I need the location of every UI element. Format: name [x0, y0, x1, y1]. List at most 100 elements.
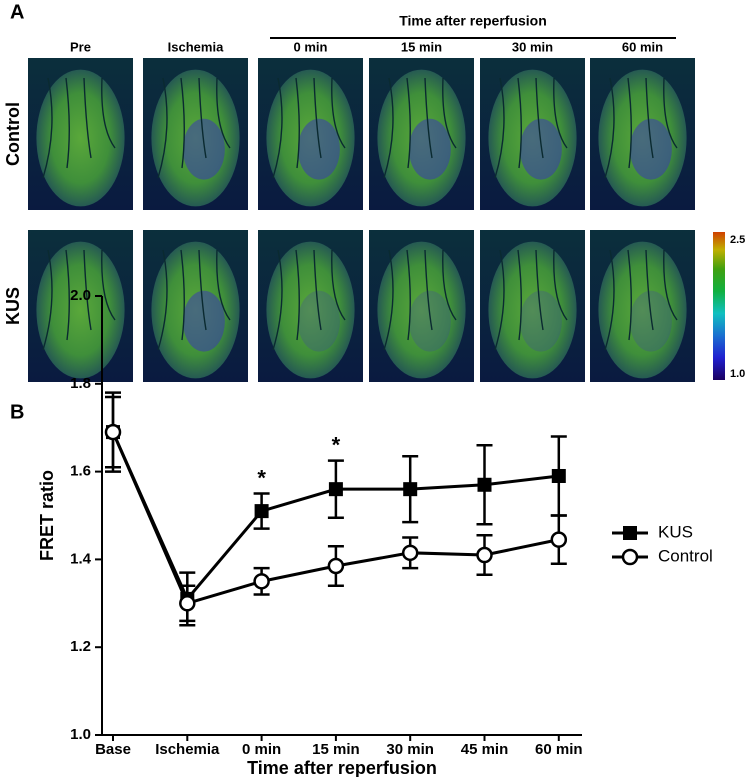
vessel	[313, 77, 322, 159]
vessel	[424, 77, 433, 159]
vessel	[517, 77, 522, 169]
ischemic-area	[629, 290, 672, 352]
vessel	[442, 77, 457, 149]
vessel	[535, 249, 544, 331]
y-tick-label: 1.6	[70, 463, 91, 480]
vessel	[42, 77, 53, 179]
column-label: 60 min	[622, 39, 663, 54]
heart-image	[369, 230, 474, 382]
x-tick-label: 45 min	[461, 741, 509, 758]
vessel	[65, 249, 70, 341]
vessel	[383, 249, 394, 351]
heart-image	[590, 230, 695, 382]
vessel	[198, 77, 207, 159]
vessel	[180, 249, 185, 341]
x-tick-label: 15 min	[312, 741, 360, 758]
ischemic-area	[629, 118, 672, 180]
marker	[550, 531, 568, 548]
y-tick-label: 1.4	[70, 550, 92, 567]
heart-image	[480, 230, 585, 382]
ischemic-area	[519, 290, 562, 352]
ischemic-area	[519, 118, 562, 180]
marker	[476, 546, 493, 564]
vessel	[494, 77, 505, 179]
row-label: Control	[3, 102, 23, 166]
vessel	[627, 249, 632, 341]
ischemic-area	[182, 290, 225, 352]
heart-image	[143, 58, 248, 210]
vessel	[663, 249, 678, 321]
legend-label: KUS	[658, 522, 693, 541]
vessel	[517, 249, 522, 341]
vessel	[406, 249, 411, 341]
marker	[104, 423, 122, 441]
x-tick-label: Ischemia	[155, 741, 220, 758]
colorbar-max: 2.5	[730, 234, 745, 246]
vessel	[272, 77, 283, 179]
vessel	[383, 77, 394, 179]
column-label: 30 min	[512, 39, 553, 54]
heart-image	[143, 230, 248, 382]
vessel	[101, 249, 116, 321]
y-tick-label: 2.0	[70, 287, 91, 304]
vessel	[101, 77, 116, 149]
y-axis-label: FRET ratio	[37, 470, 57, 561]
y-tick-label: 1.8	[70, 375, 91, 392]
x-tick-label: 30 min	[386, 741, 434, 758]
vessel	[313, 249, 322, 331]
column-label: Pre	[70, 39, 91, 54]
marker	[328, 482, 343, 497]
row-label: KUS	[3, 287, 23, 325]
vessel	[157, 249, 168, 351]
vessel	[663, 77, 678, 149]
heart-image	[258, 58, 363, 210]
column-label: 0 min	[294, 39, 328, 54]
marker	[403, 482, 418, 497]
vessel	[83, 249, 92, 331]
legend-marker	[623, 526, 637, 540]
vessel	[180, 77, 185, 169]
vessel	[272, 249, 283, 351]
heart-image	[590, 58, 695, 210]
y-tick-label: 1.2	[70, 638, 91, 655]
marker	[551, 468, 566, 483]
x-axis-label: Time after reperfusion	[247, 758, 437, 777]
vessel	[198, 249, 207, 331]
heart-image	[480, 58, 585, 210]
vessel	[604, 77, 615, 179]
vessel	[406, 77, 411, 169]
panel-label: A	[10, 1, 24, 23]
vessel	[295, 249, 300, 341]
vessel	[331, 249, 346, 321]
vessel	[83, 77, 92, 159]
heart-image	[258, 230, 363, 382]
marker	[254, 504, 269, 519]
vessel	[216, 77, 231, 149]
heart-image	[369, 58, 474, 210]
ischemic-area	[182, 118, 225, 180]
significance-mark: *	[257, 465, 266, 490]
marker	[253, 573, 270, 590]
vessel	[157, 77, 168, 179]
vessel	[535, 77, 544, 159]
panel-label: B	[10, 401, 24, 423]
x-tick-label: 60 min	[535, 741, 583, 758]
x-tick-label: Base	[95, 741, 131, 758]
colorbar	[713, 232, 725, 380]
vessel	[627, 77, 632, 169]
ischemic-area	[297, 118, 340, 180]
column-label: Ischemia	[168, 39, 224, 54]
y-tick-label: 1.0	[70, 726, 91, 743]
vessel	[604, 249, 615, 351]
heart-image	[28, 58, 133, 210]
vessel	[331, 77, 346, 149]
vessel	[645, 249, 654, 331]
vessel	[553, 77, 568, 149]
vessel	[494, 249, 505, 351]
colorbar-min: 1.0	[730, 368, 745, 380]
legend-marker	[621, 548, 639, 566]
marker	[327, 557, 345, 575]
marker	[401, 544, 419, 562]
ischemic-area	[408, 118, 451, 180]
